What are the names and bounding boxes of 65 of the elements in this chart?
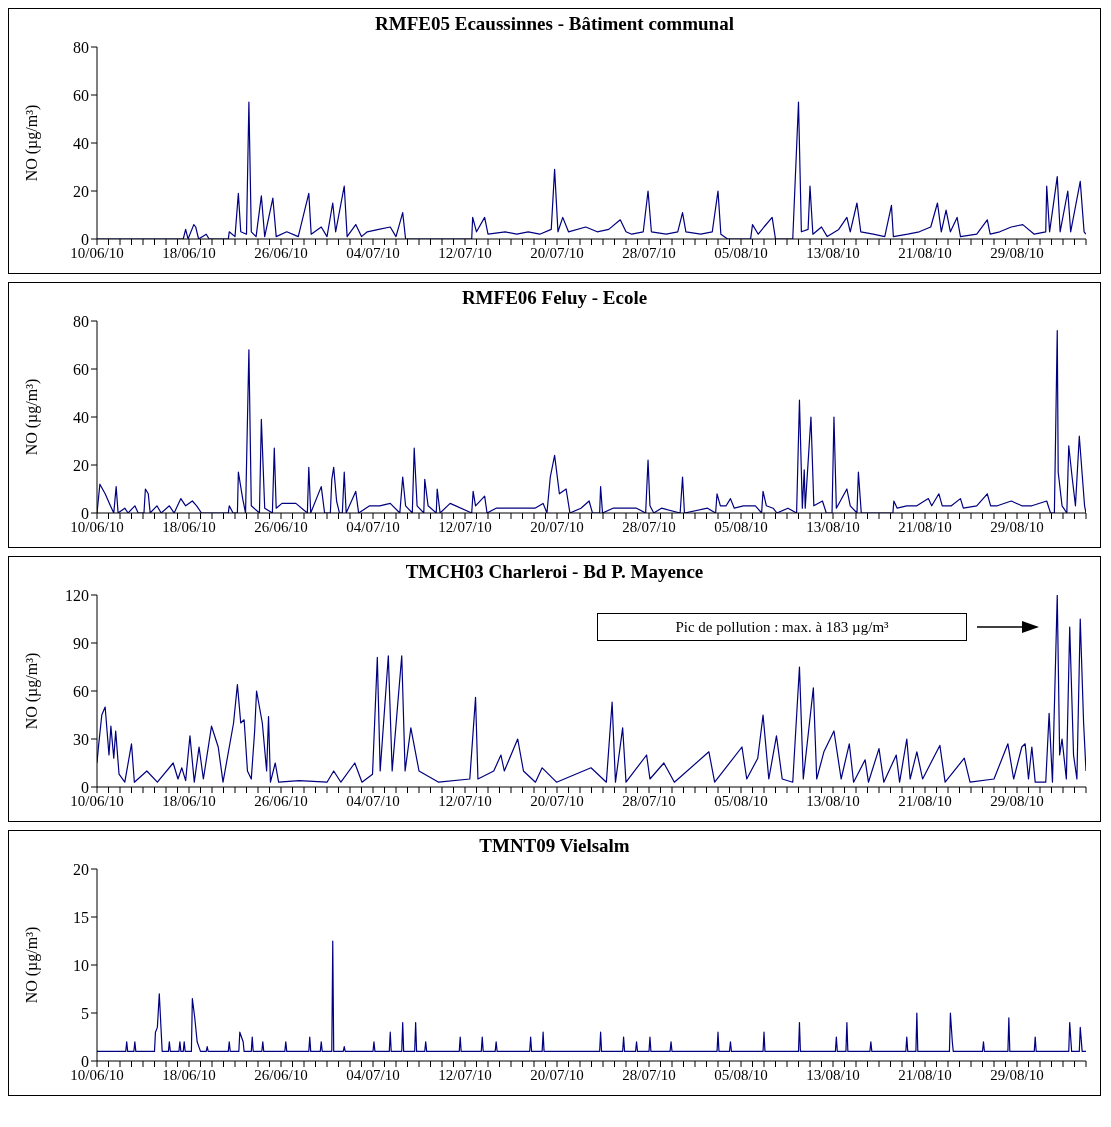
y-tick-label: 10	[73, 956, 89, 974]
y-axis-title: NO (µg/m³)	[22, 378, 41, 456]
y-axis-title: NO (µg/m³)	[22, 104, 41, 182]
y-tick-label: 20	[73, 456, 89, 474]
x-tick-label: 26/06/10	[254, 1066, 308, 1083]
x-tick-label: 12/07/10	[438, 1066, 492, 1083]
x-tick-label: 20/07/10	[530, 518, 584, 535]
y-tick-label: 60	[73, 86, 89, 104]
x-tick-label: 28/07/10	[622, 244, 676, 261]
x-tick-label: 18/06/10	[162, 1066, 216, 1083]
x-tick-label: 18/06/10	[162, 244, 216, 261]
x-tick-label: 21/08/10	[898, 244, 952, 261]
y-tick-label: 20	[73, 860, 89, 878]
y-tick-label: 20	[73, 182, 89, 200]
x-tick-label: 13/08/10	[806, 792, 860, 809]
y-tick-label: 80	[73, 312, 89, 330]
x-tick-label: 29/08/10	[990, 792, 1044, 809]
chart-title: RMFE05 Ecaussinnes - Bâtiment communal	[374, 12, 735, 36]
y-tick-label: 5	[81, 1004, 89, 1022]
x-tick-label: 26/06/10	[254, 792, 308, 809]
x-tick-label: 21/08/10	[898, 1066, 952, 1083]
x-tick-label: 20/07/10	[530, 792, 584, 809]
x-tick-label: 20/07/10	[530, 244, 584, 261]
x-tick-label: 26/06/10	[254, 244, 308, 261]
chart-title: RMFE06 Feluy - Ecole	[460, 286, 649, 310]
x-tick-label: 20/07/10	[530, 1066, 584, 1083]
x-tick-label: 28/07/10	[622, 792, 676, 809]
x-tick-label: 04/07/10	[346, 244, 400, 261]
x-tick-label: 12/07/10	[438, 792, 492, 809]
x-tick-label: 12/07/10	[438, 244, 492, 261]
y-tick-label: 80	[73, 38, 89, 56]
x-tick-label: 18/06/10	[162, 518, 216, 535]
x-tick-label: 05/08/10	[714, 244, 768, 261]
x-tick-label: 21/08/10	[898, 518, 952, 535]
x-tick-label: 13/08/10	[806, 518, 860, 535]
x-tick-label: 04/07/10	[346, 1066, 400, 1083]
x-tick-label: 12/07/10	[438, 518, 492, 535]
x-tick-label: 04/07/10	[346, 792, 400, 809]
x-tick-label: 04/07/10	[346, 518, 400, 535]
x-tick-label: 21/08/10	[898, 792, 952, 809]
x-tick-label: 29/08/10	[990, 244, 1044, 261]
x-tick-label: 05/08/10	[714, 518, 768, 535]
x-tick-label: 13/08/10	[806, 244, 860, 261]
y-tick-label: 30	[73, 730, 89, 748]
y-axis-title: NO (µg/m³)	[22, 652, 41, 730]
y-tick-label: 60	[73, 360, 89, 378]
text-box: Pic de pollution : max. à 183 µg/m³	[597, 613, 967, 641]
x-tick-label: 05/08/10	[714, 792, 768, 809]
x-tick-label: 29/08/10	[990, 518, 1044, 535]
x-tick-label: 28/07/10	[622, 1066, 676, 1083]
y-tick-label: 40	[73, 408, 89, 426]
y-tick-label: 40	[73, 134, 89, 152]
y-tick-label: 120	[65, 586, 89, 604]
x-tick-label: 05/08/10	[714, 1066, 768, 1083]
y-axis-title: NO (µg/m³)	[22, 926, 41, 1004]
x-tick-label: 28/07/10	[622, 518, 676, 535]
x-tick-label: 18/06/10	[162, 792, 216, 809]
y-tick-label: 90	[73, 634, 89, 652]
y-tick-label: 15	[73, 908, 89, 926]
chart-title: TMCH03 Charleroi - Bd P. Mayence	[404, 560, 705, 584]
x-tick-label: 26/06/10	[254, 518, 308, 535]
x-tick-label: 29/08/10	[990, 1066, 1044, 1083]
chart-title: TMNT09 Vielsalm	[478, 834, 631, 858]
x-tick-label: 13/08/10	[806, 1066, 860, 1083]
y-tick-label: 60	[73, 682, 89, 700]
